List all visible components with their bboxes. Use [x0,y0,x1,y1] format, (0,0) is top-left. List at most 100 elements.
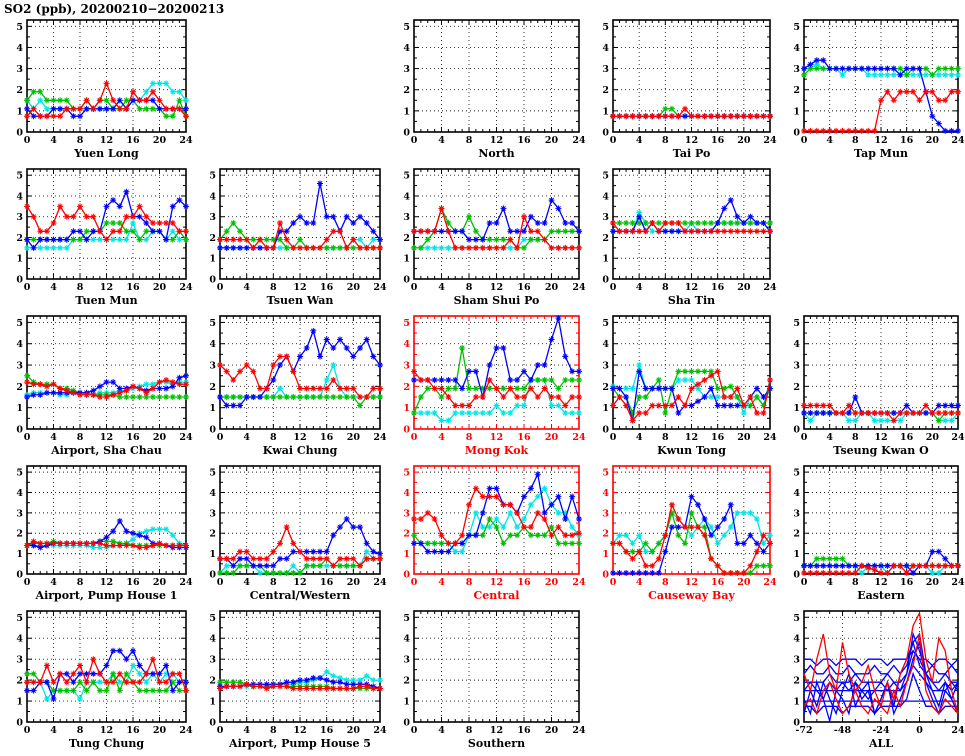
x-tick-label: 20 [545,135,559,146]
x-tick-label: 24 [572,135,586,146]
y-tick-label: 0 [16,425,23,436]
x-tick-label: 16 [126,725,140,736]
y-tick-label: 1 [602,549,609,560]
y-tick-label: 5 [403,171,410,182]
x-tick-label: 12 [874,432,887,443]
x-tick-label: -24 [872,725,890,736]
y-tick-label: 5 [209,171,216,182]
y-tick-label: 0 [16,128,23,139]
x-tick-label: 24 [373,282,387,293]
panel-title: Sha Tin [668,294,715,307]
x-tick-label: 0 [610,135,617,146]
y-tick-label: 1 [793,403,800,414]
panel-title: Tuen Mun [75,294,137,307]
y-tick-label: 3 [793,508,800,519]
x-tick-label: 8 [466,432,473,443]
x-tick-label: 20 [926,432,940,443]
x-tick-label: 24 [763,432,777,443]
y-tick-label: 4 [209,191,216,202]
y-tick-label: 5 [602,318,609,329]
y-tick-label: 0 [403,570,410,581]
x-tick-label: 12 [100,432,113,443]
x-tick-label: 20 [347,432,361,443]
y-tick-label: 5 [16,171,23,182]
x-tick-label: 8 [270,432,277,443]
y-tick-label: 1 [16,403,23,414]
panel-title: Kwun Tong [657,444,726,457]
x-tick-label: 8 [852,432,859,443]
chart-panel-tseung-kwan-o: 0 1 2 3 4 5 0 4 8 12 16 20 24 Tseung Kwan O [777,309,965,459]
x-tick-label: 0 [610,432,617,443]
x-tick-label: 0 [24,725,31,736]
x-tick-label: 12 [293,725,306,736]
x-tick-label: 20 [545,725,559,736]
y-tick-label: 4 [403,488,410,499]
x-tick-label: 4 [438,135,445,146]
y-tick-label: 3 [16,508,23,519]
x-tick-label: 24 [373,577,387,588]
y-tick-label: 4 [403,634,410,645]
y-tick-label: 2 [403,529,410,540]
y-tick-label: 3 [602,212,609,223]
y-tick-label: 2 [602,529,609,540]
x-tick-label: 0 [24,432,31,443]
y-tick-label: 5 [209,613,216,624]
y-tick-label: 0 [209,425,216,436]
y-tick-label: 3 [16,361,23,372]
chart-panel-eastern: 0 1 2 3 4 5 0 4 8 12 16 20 24 Eastern [777,459,965,604]
x-tick-label: 20 [545,577,559,588]
panel-title: Tsuen Wan [267,294,334,307]
y-tick-label: 4 [209,634,216,645]
x-tick-label: 0 [411,432,418,443]
x-tick-label: -48 [834,725,852,736]
y-tick-label: 4 [403,43,410,54]
x-tick-label: 0 [801,135,808,146]
x-tick-label: 16 [517,282,531,293]
y-tick-label: 0 [403,275,410,286]
chart-panel-north: 0 1 2 3 4 5 0 4 8 12 16 20 24 North [387,13,586,162]
x-tick-label: 12 [100,725,113,736]
x-tick-label: 4 [826,577,833,588]
x-tick-label: 16 [517,725,531,736]
y-tick-label: 5 [16,22,23,33]
x-tick-label: 4 [50,432,57,443]
y-tick-label: 1 [602,403,609,414]
x-tick-label: 0 [217,725,224,736]
panel-title: Sham Shui Po [454,294,540,307]
x-tick-label: 16 [320,282,334,293]
x-tick-label: 24 [179,577,193,588]
x-tick-label: 20 [926,135,940,146]
chart-panel-yuen-long: 0 1 2 3 4 5 0 4 8 12 16 20 24 Yuen Long [0,13,193,162]
x-tick-label: 16 [320,725,334,736]
y-tick-label: 1 [602,106,609,117]
x-tick-label: 8 [77,577,84,588]
y-tick-label: 2 [16,676,23,687]
y-tick-label: 2 [403,233,410,244]
x-tick-label: 12 [490,577,503,588]
x-tick-label: 16 [517,432,531,443]
x-tick-label: 12 [100,135,113,146]
panel-title: Airport, Pump House 1 [35,589,178,602]
y-tick-label: 5 [403,22,410,33]
panel-title: Eastern [857,589,905,602]
x-tick-label: 20 [737,135,751,146]
x-tick-label: 8 [270,282,277,293]
y-tick-label: 0 [16,718,23,729]
x-tick-label: 24 [179,725,193,736]
y-tick-label: 1 [16,254,23,265]
panel-title: Mong Kok [465,444,529,457]
panel-title: ALL [868,737,893,750]
x-tick-label: 8 [662,135,669,146]
y-tick-label: 3 [16,212,23,223]
y-tick-label: 3 [403,361,410,372]
x-tick-label: 8 [466,725,473,736]
panel-title: Tung Chung [69,737,144,750]
x-tick-label: 20 [153,577,167,588]
x-tick-label: 4 [243,282,250,293]
x-tick-label: 8 [77,432,84,443]
chart-panel-tsuen-wan: 0 1 2 3 4 5 0 4 8 12 16 20 24 Tsuen Wan [193,162,387,309]
chart-panel-tai-po: 0 1 2 3 4 5 0 4 8 12 16 20 24 Tai Po [586,13,777,162]
y-tick-label: 1 [209,403,216,414]
y-tick-label: 2 [793,676,800,687]
y-tick-label: 4 [209,488,216,499]
